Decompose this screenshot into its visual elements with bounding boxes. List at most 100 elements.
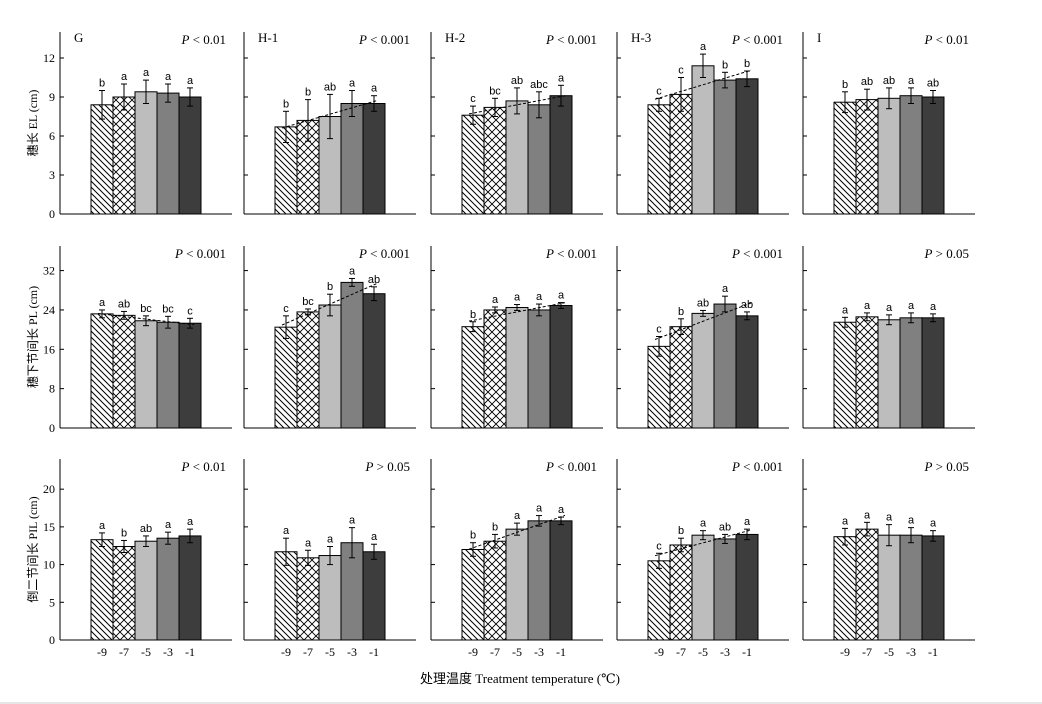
significance-letter: a — [908, 515, 915, 527]
bar — [691, 65, 715, 215]
x-tick-label: -7 — [676, 645, 686, 659]
significance-letter: a — [371, 83, 378, 95]
significance-letter: a — [187, 75, 194, 87]
bar — [156, 92, 180, 215]
bar — [899, 317, 923, 429]
significance-letter: bc — [162, 303, 174, 315]
significance-letter: a — [187, 516, 194, 528]
significance-letter: c — [656, 324, 662, 336]
bar — [713, 303, 737, 429]
bar — [899, 95, 923, 215]
bar — [691, 312, 715, 429]
significance-letter: a — [349, 515, 356, 527]
significance-letter: c — [656, 85, 662, 97]
bar — [669, 326, 693, 429]
x-tick-label: -9 — [840, 645, 850, 659]
y-axis-title: 倒二节间长 PIL (cm) — [26, 496, 40, 602]
bar — [877, 319, 901, 429]
bar — [156, 537, 180, 641]
significance-letter: a — [886, 512, 893, 524]
significance-letter: a — [121, 71, 128, 83]
significance-letter: c — [656, 540, 662, 552]
significance-letter: a — [143, 67, 150, 79]
significance-letter: bc — [489, 85, 501, 97]
p-value-label: P > 0.05 — [923, 246, 969, 261]
significance-letter: b — [99, 78, 105, 90]
significance-letter: a — [349, 265, 356, 277]
bar — [296, 311, 320, 429]
p-value-label: P > 0.05 — [364, 459, 410, 474]
significance-letter: a — [558, 72, 565, 84]
bar — [461, 114, 485, 215]
x-tick-label: -3 — [347, 645, 357, 659]
significance-letter: ab — [883, 75, 895, 87]
bar — [855, 99, 879, 215]
bar — [735, 315, 759, 429]
significance-letter: ab — [861, 76, 873, 88]
bar — [899, 534, 923, 641]
panel-grid: 0 3 6 9 12 穗长 EL (cm) G P < 0.01 b a a a a H-1 P < 0.0… — [26, 30, 975, 659]
significance-letter: b — [678, 306, 684, 318]
x-tick-label: -5 — [325, 645, 335, 659]
x-tick-label: -7 — [490, 645, 500, 659]
bar — [647, 104, 671, 215]
bar — [274, 326, 298, 429]
significance-letter: a — [930, 301, 937, 313]
significance-letter: ab — [140, 523, 152, 535]
significance-letter: a — [864, 300, 871, 312]
significance-letter: a — [908, 300, 915, 312]
chart-panel-2-3: P < 0.001 b a a a a — [430, 246, 603, 429]
bar — [178, 322, 202, 429]
bar — [483, 540, 507, 641]
chart-panel-1-4: H-3 P < 0.001 c c a b b — [616, 30, 789, 215]
bar — [647, 345, 671, 429]
y-tick-label: 15 — [43, 520, 55, 534]
significance-letter: a — [514, 292, 521, 304]
bar — [647, 560, 671, 641]
x-axis-title: 处理温度 Treatment temperature (℃) — [420, 671, 620, 686]
y-tick-label: 0 — [49, 633, 55, 647]
y-tick-label: 10 — [43, 558, 55, 572]
bar — [112, 96, 136, 215]
bar — [340, 281, 364, 429]
bar — [921, 317, 945, 429]
chart-panel-3-5: P > 0.05 a a a a a -9 -7 -5 -3 -1 — [802, 459, 975, 659]
significance-letter: a — [349, 78, 356, 90]
significance-letter: ab — [697, 297, 709, 309]
bar — [527, 520, 551, 641]
bar — [833, 321, 857, 429]
significance-letter: b — [283, 98, 289, 110]
p-value-label: P < 0.01 — [180, 459, 226, 474]
significance-letter: c — [678, 65, 684, 77]
p-value-label: P < 0.01 — [180, 32, 226, 47]
significance-letter: a — [165, 71, 172, 83]
bar — [505, 528, 529, 641]
significance-letter: c — [470, 93, 476, 105]
panel-label: H-2 — [445, 30, 465, 45]
bar — [134, 91, 158, 215]
y-tick-label: 9 — [49, 90, 55, 104]
p-value-label: P < 0.001 — [358, 32, 410, 47]
significance-letter: a — [327, 533, 334, 545]
x-tick-label: -3 — [906, 645, 916, 659]
bar — [855, 316, 879, 429]
significance-letter: b — [678, 525, 684, 537]
chart-panel-2-2: P < 0.001 c bc b aab — [243, 246, 416, 429]
significance-letter: ab — [324, 81, 336, 93]
significance-letter: a — [305, 537, 312, 549]
p-value-label: P < 0.001 — [731, 32, 783, 47]
y-tick-label: 6 — [49, 129, 55, 143]
bar — [833, 536, 857, 641]
significance-letter: a — [99, 520, 106, 532]
chart-panel-3-2: P > 0.05 a a a a a -9 -7 -5 -3 -1 — [243, 459, 416, 659]
chart-panel-1-2: H-1 P < 0.001 b b ab a a — [243, 30, 416, 215]
x-tick-label: -5 — [698, 645, 708, 659]
panel-label: H-1 — [258, 30, 278, 45]
significance-letter: a — [722, 283, 729, 295]
bar — [362, 293, 386, 429]
p-value-label: P < 0.001 — [731, 459, 783, 474]
bar — [318, 555, 342, 641]
